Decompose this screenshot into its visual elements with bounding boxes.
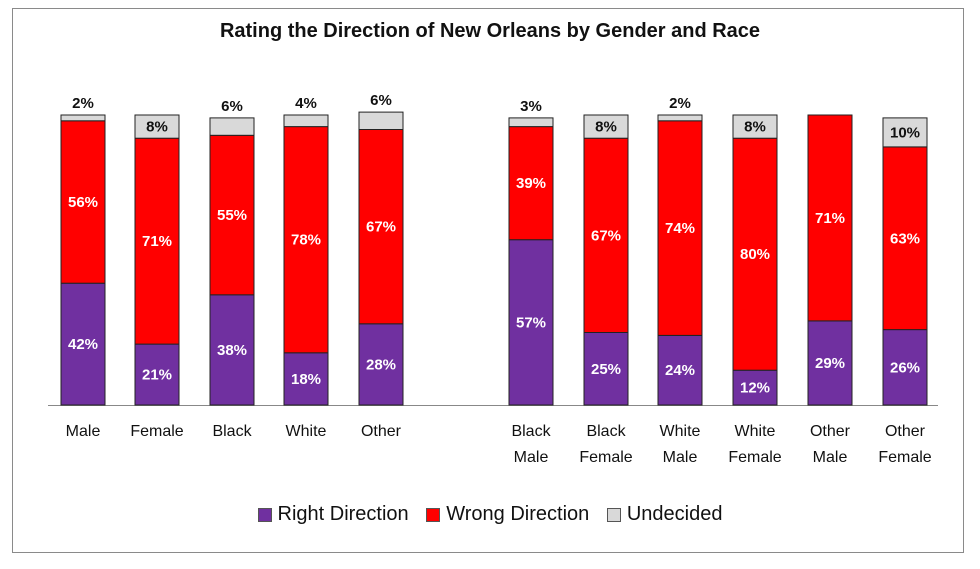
chart-title: Rating the Direction of New Orleans by G… [219, 20, 761, 42]
category-label-other-female: Female [878, 449, 931, 466]
data-label-undecided-black-male: 3% [520, 98, 542, 115]
bar-right-direction-white [283, 352, 329, 406]
legend-item-wrong-direction: Wrong Direction [426, 503, 589, 526]
legend-swatch-undecided [606, 507, 621, 522]
category-label-white-male: Male [663, 449, 698, 466]
category-label-other-male: Male [813, 449, 848, 466]
bar-wrong-direction-male [60, 120, 106, 284]
category-label-male: Male [66, 423, 101, 440]
bar-right-direction-other-female [882, 329, 928, 406]
data-label-wrong-direction-black-male: 39% [516, 175, 546, 192]
bar-undecided-black [209, 117, 255, 136]
bar-right-direction-female [134, 343, 180, 406]
data-label-right-direction-other-female: 26% [890, 359, 920, 376]
data-label-undecided-other-female: 10% [890, 124, 920, 141]
data-label-wrong-direction-white-male: 74% [665, 220, 695, 237]
data-label-right-direction-male: 42% [68, 336, 98, 353]
bar-wrong-direction-other-male [807, 114, 853, 322]
legend-swatch-wrong-direction [426, 507, 441, 522]
bar-wrong-direction-white-female [732, 137, 778, 371]
data-label-right-direction-other-male: 29% [815, 355, 845, 372]
category-label-white-female: Female [728, 449, 781, 466]
bar-right-direction-male [60, 282, 106, 406]
bar-wrong-direction-white-male [657, 120, 703, 336]
legend-swatch-right-direction [257, 507, 272, 522]
category-label-other-female: Other [885, 423, 926, 440]
data-label-right-direction-white-female: 12% [740, 380, 770, 397]
category-label-white-female: White [735, 423, 776, 440]
legend: Right Direction Wrong Direction Undecide… [0, 503, 980, 528]
bar-wrong-direction-other [358, 129, 404, 325]
bar-wrong-direction-female [134, 137, 180, 345]
data-label-undecided-male: 2% [72, 95, 94, 112]
data-label-wrong-direction-white: 78% [291, 232, 321, 249]
data-label-undecided-white-male: 2% [669, 95, 691, 112]
legend-label-right-direction: Right Direction [277, 503, 409, 525]
data-label-right-direction-black-male: 57% [516, 314, 546, 331]
data-label-undecided-white: 4% [295, 95, 317, 112]
bar-wrong-direction-black-male [508, 126, 554, 241]
bar-right-direction-black-male [508, 239, 554, 406]
bar-right-direction-white-male [657, 334, 703, 406]
data-label-right-direction-white: 18% [291, 371, 321, 388]
data-label-right-direction-black: 38% [217, 342, 247, 359]
category-label-white: White [286, 423, 327, 440]
category-label-black-male: Black [511, 423, 551, 440]
data-label-undecided-female: 8% [146, 119, 168, 136]
legend-label-wrong-direction: Wrong Direction [446, 503, 590, 525]
category-label-black-female: Black [586, 423, 626, 440]
category-label-other: Other [361, 423, 402, 440]
category-label-black-male: Male [514, 449, 549, 466]
data-label-wrong-direction-black: 55% [217, 207, 247, 224]
data-label-wrong-direction-other-female: 63% [890, 230, 920, 247]
bar-undecided-white [283, 114, 329, 128]
data-label-undecided-white-female: 8% [744, 119, 766, 136]
bar-undecided-black-male [508, 117, 554, 128]
data-label-right-direction-female: 21% [142, 367, 172, 384]
bar-undecided-male [60, 114, 106, 122]
data-label-undecided-black-female: 8% [595, 119, 617, 136]
bar-wrong-direction-white [283, 126, 329, 354]
bar-right-direction-other-male [807, 320, 853, 406]
data-label-wrong-direction-other: 67% [366, 219, 396, 236]
bar-undecided-white-female [732, 114, 778, 139]
bar-undecided-black-female [583, 114, 629, 139]
data-label-wrong-direction-female: 71% [142, 233, 172, 250]
data-label-undecided-other: 6% [370, 92, 392, 109]
legend-item-undecided: Undecided [606, 503, 723, 526]
data-label-wrong-direction-black-female: 67% [591, 227, 621, 244]
data-label-wrong-direction-male: 56% [68, 194, 98, 211]
data-label-right-direction-black-female: 25% [591, 361, 621, 378]
bar-undecided-other [358, 111, 404, 130]
data-label-right-direction-white-male: 24% [665, 362, 695, 379]
bar-undecided-female [134, 114, 180, 139]
bar-right-direction-white-female [732, 369, 778, 406]
category-label-black-female: Female [579, 449, 632, 466]
category-label-white-male: White [660, 423, 701, 440]
bar-right-direction-other [358, 323, 404, 406]
bar-undecided-other-female [882, 117, 928, 148]
legend-label-undecided: Undecided [626, 503, 723, 525]
data-label-undecided-black: 6% [221, 98, 243, 115]
bar-right-direction-black-female [583, 332, 629, 406]
category-label-other-male: Other [810, 423, 851, 440]
category-label-black: Black [212, 423, 252, 440]
bar-undecided-white-male [657, 114, 703, 122]
data-label-right-direction-other: 28% [366, 356, 396, 373]
bar-right-direction-black [209, 294, 255, 406]
bar-wrong-direction-black [209, 134, 255, 296]
data-label-wrong-direction-other-male: 71% [815, 210, 845, 227]
category-label-female: Female [130, 423, 183, 440]
data-label-wrong-direction-white-female: 80% [740, 246, 770, 263]
legend-item-right-direction: Right Direction [257, 503, 409, 526]
